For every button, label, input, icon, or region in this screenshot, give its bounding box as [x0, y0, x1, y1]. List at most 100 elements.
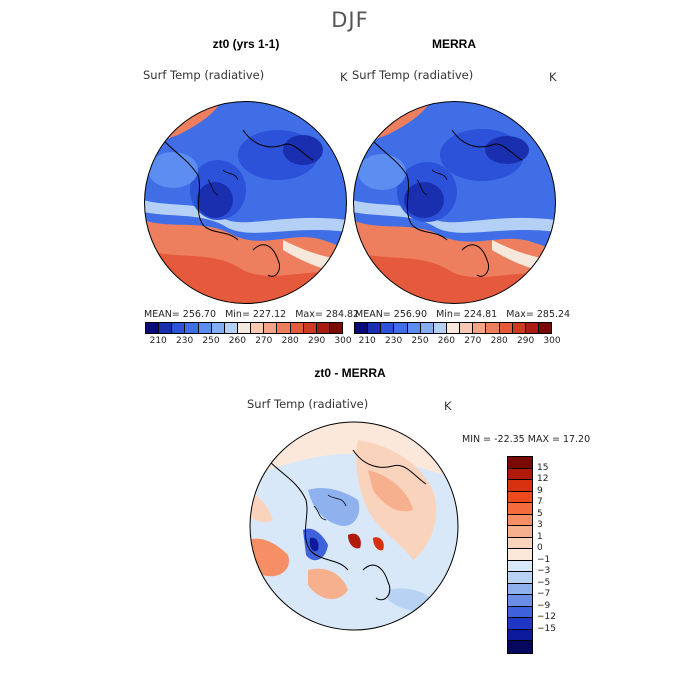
- colorbar-swatch: [508, 514, 532, 526]
- colorbar-tick-label: −1: [537, 554, 551, 565]
- colorbar-tick-label: 300: [334, 336, 352, 346]
- colorbar-swatch: [355, 323, 369, 333]
- colorbar-swatch: [508, 468, 532, 480]
- colorbar-tick-label: −15: [537, 623, 556, 634]
- diff-map: [249, 421, 459, 631]
- panel-left-max: Max= 284.82: [295, 309, 360, 320]
- panel-right-max: Max= 285.24: [506, 309, 571, 320]
- colorbar-tick-label: −7: [537, 589, 551, 599]
- colorbar-tick-label: 290: [308, 336, 326, 346]
- colorbar-tick-label: 250: [411, 336, 429, 346]
- diff-colorbar-swatches: [507, 456, 533, 654]
- diff-unit: K: [444, 399, 452, 413]
- colorbar-tick-label: 260: [228, 336, 246, 346]
- colorbar-swatch: [290, 323, 304, 333]
- panel-left-stats: MEAN= 256.70 Min= 227.12 Max= 284.82: [144, 309, 359, 320]
- colorbar-swatch: [446, 323, 461, 333]
- colorbar-tick-label: 7: [537, 497, 543, 507]
- colorbar-swatch: [538, 323, 552, 333]
- colorbar-swatch: [473, 323, 487, 333]
- panel-right-unit: K: [549, 70, 557, 84]
- colorbar-swatch: [508, 549, 532, 561]
- colorbar-tick-label: 210: [149, 336, 167, 346]
- colorbar-ticks: 210 230 250 260 270 280 290 300: [354, 334, 561, 346]
- colorbar-swatch: [277, 323, 291, 333]
- colorbar-tick-label: 290: [517, 336, 535, 346]
- colorbar-swatch: [251, 323, 265, 333]
- panel-right-mean: MEAN= 256.90: [355, 309, 428, 320]
- diff-minmax: MIN = -22.35 MAX = 17.20: [462, 434, 591, 445]
- panel-left-title: zt0 (yrs 1-1): [212, 37, 280, 51]
- colorbar-swatch: [433, 323, 447, 333]
- colorbar-swatch: [407, 323, 421, 333]
- colorbar-tick-label: −3: [537, 566, 551, 576]
- colorbar-swatch: [303, 323, 317, 333]
- colorbar-tick-label: 280: [281, 336, 299, 346]
- colorbar-tick-label: 5: [537, 508, 543, 519]
- colorbar-swatch: [316, 323, 330, 333]
- diff-colorbar: [507, 456, 533, 654]
- colorbar-tick-label: 0: [537, 543, 543, 553]
- colorbar-tick-label: −9: [537, 600, 551, 611]
- panel-left-map: [144, 101, 347, 304]
- colorbar-swatch: [508, 537, 532, 549]
- colorbar-tick-label: 3: [537, 520, 543, 530]
- colorbar-swatch: [224, 323, 238, 333]
- panel-left-mean: MEAN= 256.70: [144, 309, 217, 320]
- diff-title: zt0 - MERRA: [314, 366, 386, 380]
- colorbar-tick-label: 15: [537, 462, 549, 473]
- colorbar-swatch: [198, 323, 212, 333]
- colorbar-tick-label: 280: [490, 336, 508, 346]
- panel-right-variable: Surf Temp (radiative): [352, 68, 474, 82]
- diff-colorbar-ticks: 15 12 9 7 5 3 1 0 −1 −3 −5 −7 −9 −12 −15: [537, 456, 577, 634]
- colorbar-tick-label: 250: [202, 336, 220, 346]
- colorbar-swatch: [508, 606, 532, 618]
- colorbar-tick-label: 210: [358, 336, 376, 346]
- colorbar-tick-label: 260: [437, 336, 455, 346]
- colorbar-swatch: [237, 323, 252, 333]
- colorbar-swatch: [185, 323, 199, 333]
- panel-left-variable: Surf Temp (radiative): [143, 68, 265, 82]
- colorbar-swatch: [146, 323, 160, 333]
- colorbar-tick-label: −12: [537, 612, 556, 622]
- colorbar-ticks: 210 230 250 260 270 280 290 300: [145, 334, 352, 346]
- panel-right-title: MERRA: [432, 37, 476, 51]
- colorbar-swatch: [394, 323, 408, 333]
- colorbar-swatch: [368, 323, 382, 333]
- panel-left-colorbar: 210 230 250 260 270 280 290 300: [145, 322, 352, 346]
- colorbar-swatch: [211, 323, 225, 333]
- colorbar-swatch: [508, 503, 532, 515]
- colorbar-swatch: [508, 629, 532, 641]
- colorbar-swatch: [508, 583, 532, 595]
- colorbar-swatch: [329, 323, 343, 333]
- colorbar-swatch: [460, 323, 474, 333]
- diff-variable: Surf Temp (radiative): [247, 397, 369, 411]
- colorbar-swatch: [264, 323, 278, 333]
- colorbar-swatch: [508, 618, 532, 630]
- colorbar-swatch: [499, 323, 513, 333]
- colorbar-swatch: [508, 572, 532, 584]
- colorbar-swatch: [508, 526, 532, 538]
- colorbar-swatches: [354, 322, 552, 334]
- colorbar-swatch: [420, 323, 434, 333]
- panel-right-map: [353, 101, 556, 304]
- colorbar-swatch: [525, 323, 539, 333]
- colorbar-tick-label: 230: [385, 336, 403, 346]
- season-title: DJF: [331, 8, 369, 32]
- colorbar-swatch: [159, 323, 173, 333]
- colorbar-tick-label: 1: [537, 531, 543, 542]
- colorbar-swatch: [508, 560, 532, 572]
- colorbar-swatch: [508, 480, 532, 492]
- panel-right-min: Min= 224.81: [436, 309, 498, 320]
- colorbar-swatch: [486, 323, 500, 333]
- colorbar-tick-label: 300: [543, 336, 561, 346]
- colorbar-swatch: [381, 323, 395, 333]
- colorbar-swatch: [512, 323, 526, 333]
- panel-right-colorbar: 210 230 250 260 270 280 290 300: [354, 322, 561, 346]
- colorbar-tick-label: −5: [537, 577, 551, 588]
- colorbar-tick-label: 270: [464, 336, 482, 346]
- panel-left-min: Min= 227.12: [225, 309, 287, 320]
- panel-left-unit: K: [340, 70, 348, 84]
- colorbar-swatch: [172, 323, 186, 333]
- colorbar-tick-label: 230: [176, 336, 194, 346]
